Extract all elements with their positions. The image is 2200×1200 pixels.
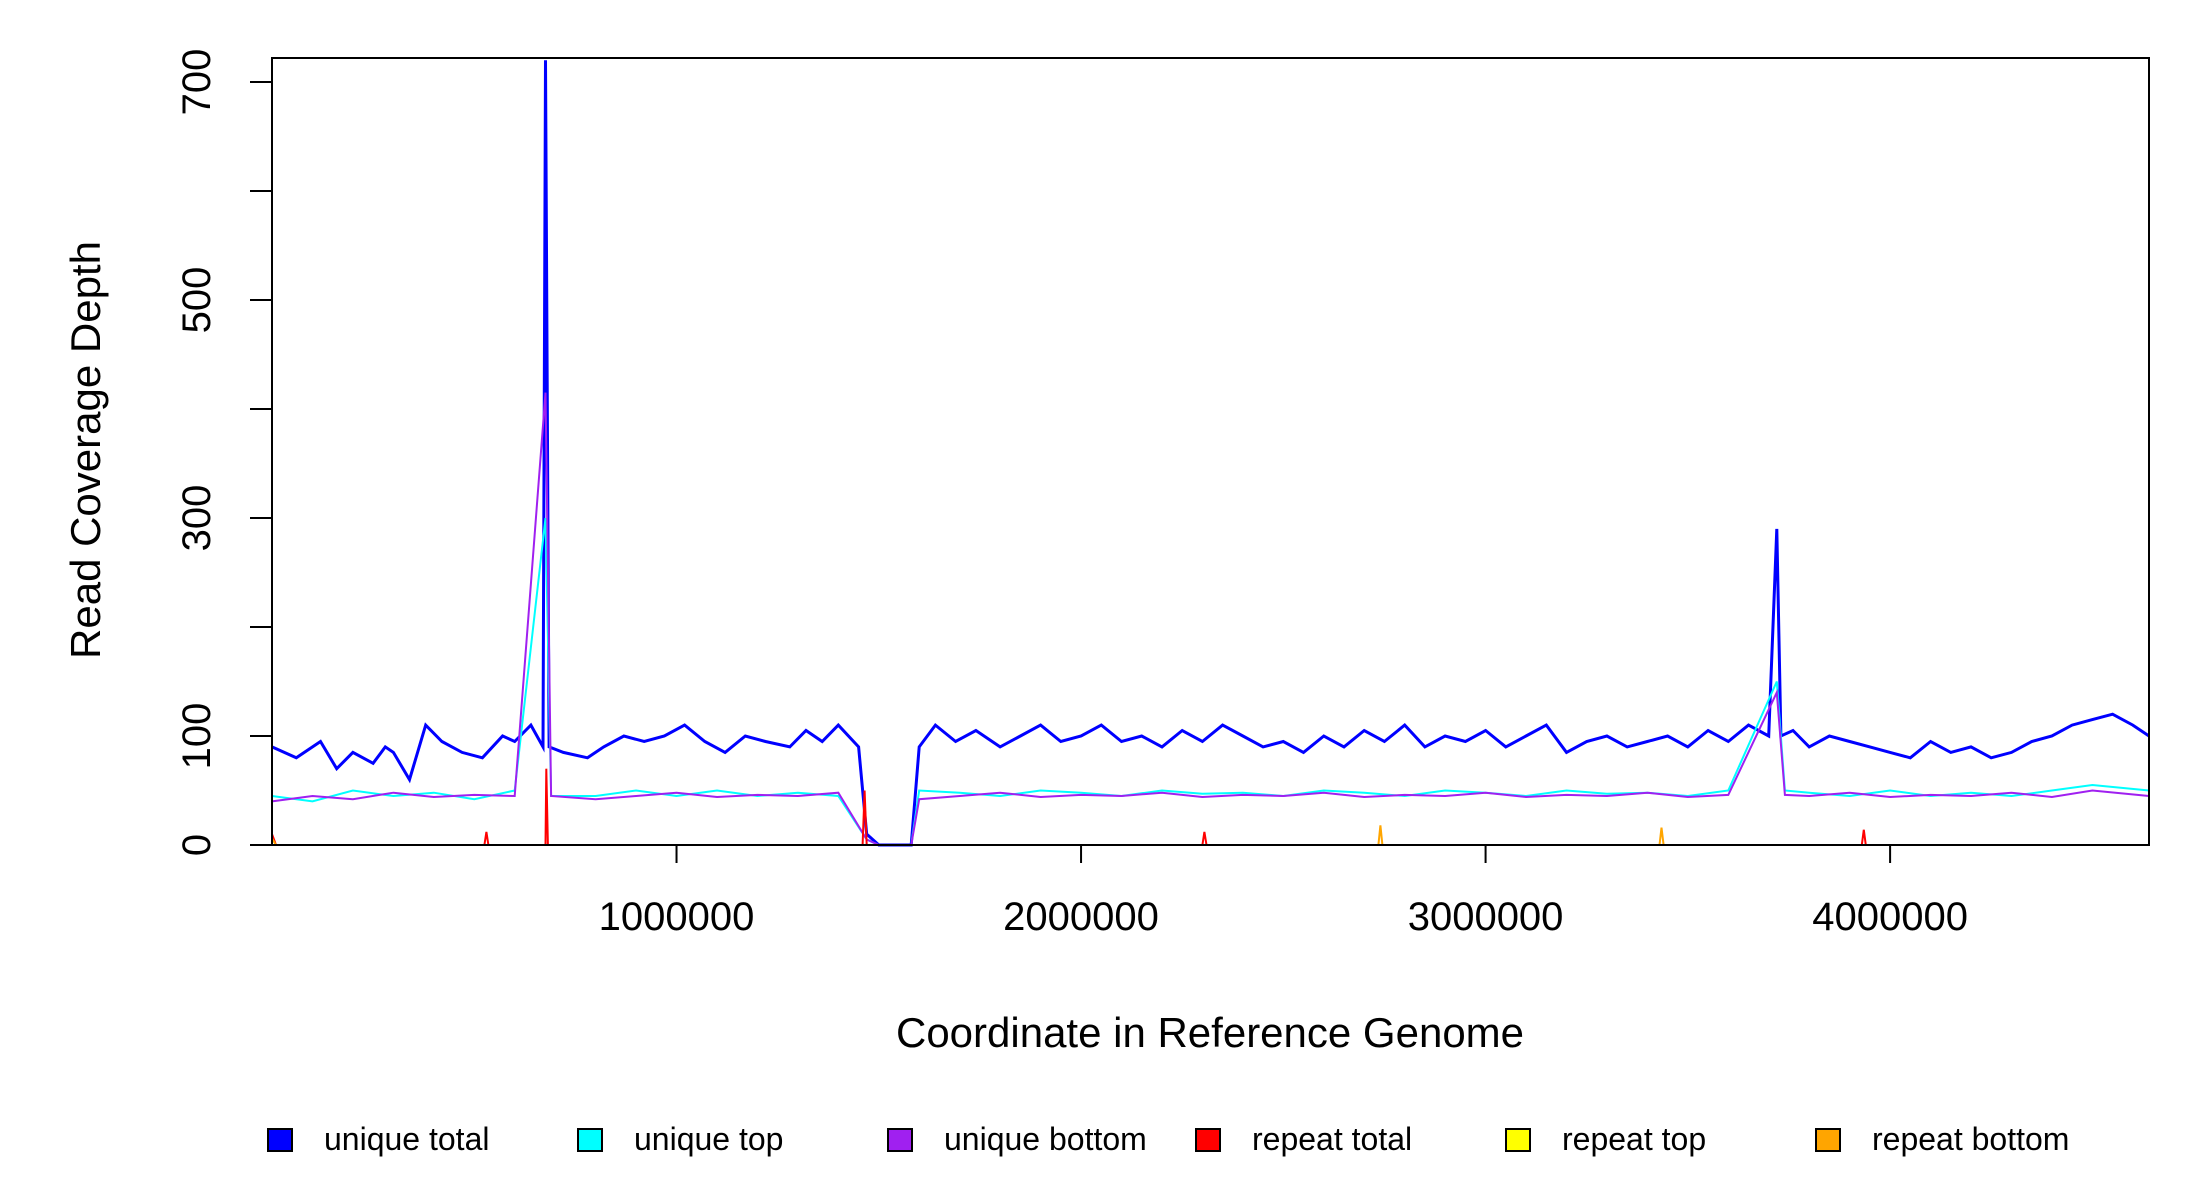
legend-label: repeat bottom bbox=[1872, 1121, 2069, 1157]
y-tick-label: 500 bbox=[175, 267, 219, 334]
series-line-unique-total bbox=[271, 60, 2150, 847]
series-line-repeat-total bbox=[271, 768, 2149, 846]
legend-label: repeat total bbox=[1252, 1121, 1412, 1157]
legend-label: unique bottom bbox=[944, 1121, 1147, 1157]
y-tick-label: 300 bbox=[175, 485, 219, 552]
legend-swatch bbox=[887, 1128, 913, 1152]
legend-label: unique total bbox=[324, 1121, 489, 1157]
series-line-repeat-bottom bbox=[271, 825, 2149, 846]
x-axis-label: Coordinate in Reference Genome bbox=[896, 1009, 1524, 1056]
legend-label: repeat top bbox=[1562, 1121, 1706, 1157]
plot-frame bbox=[271, 57, 2150, 846]
y-tick-label: 0 bbox=[175, 834, 219, 856]
legend: unique total unique top unique bottom repea… bbox=[267, 1121, 2069, 1157]
legend-swatch bbox=[267, 1128, 293, 1152]
y-axis: 0 100 300 500 700 bbox=[175, 49, 272, 856]
legend-swatch bbox=[577, 1128, 603, 1152]
series-line-unique-bottom bbox=[271, 392, 2150, 846]
x-tick-label: 2000000 bbox=[1003, 895, 1159, 939]
legend-swatch bbox=[1195, 1128, 1221, 1152]
y-tick-label: 100 bbox=[175, 703, 219, 770]
legend-label: unique top bbox=[634, 1121, 783, 1157]
x-tick-label: 1000000 bbox=[599, 895, 755, 939]
x-axis: 1000000 2000000 3000000 4000000 bbox=[599, 845, 1968, 939]
x-tick-label: 3000000 bbox=[1408, 895, 1564, 939]
series-line-unique-top bbox=[271, 517, 2150, 846]
legend-swatch bbox=[1505, 1128, 1531, 1152]
y-axis-label: Read Coverage Depth bbox=[62, 241, 109, 659]
plot-lines bbox=[271, 60, 2150, 847]
x-tick-label: 4000000 bbox=[1812, 895, 1968, 939]
legend-swatch bbox=[1815, 1128, 1841, 1152]
y-tick-label: 700 bbox=[175, 49, 219, 116]
